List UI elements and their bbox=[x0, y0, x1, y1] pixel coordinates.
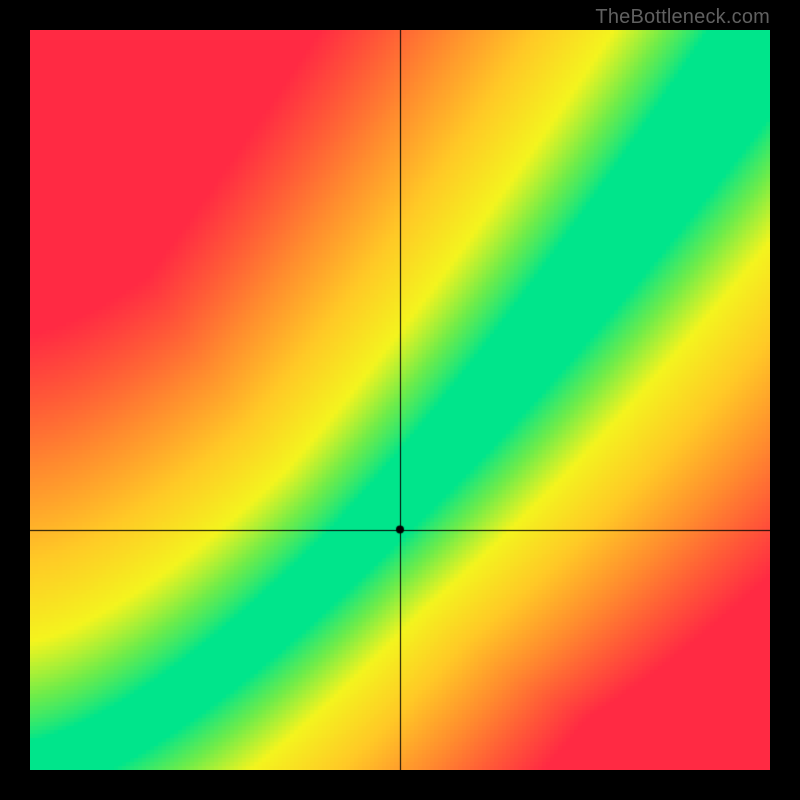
plot-area bbox=[30, 30, 770, 770]
figure-container: TheBottleneck.com bbox=[0, 0, 800, 800]
watermark-text: TheBottleneck.com bbox=[595, 6, 770, 29]
bottleneck-heatmap-canvas bbox=[30, 30, 770, 770]
